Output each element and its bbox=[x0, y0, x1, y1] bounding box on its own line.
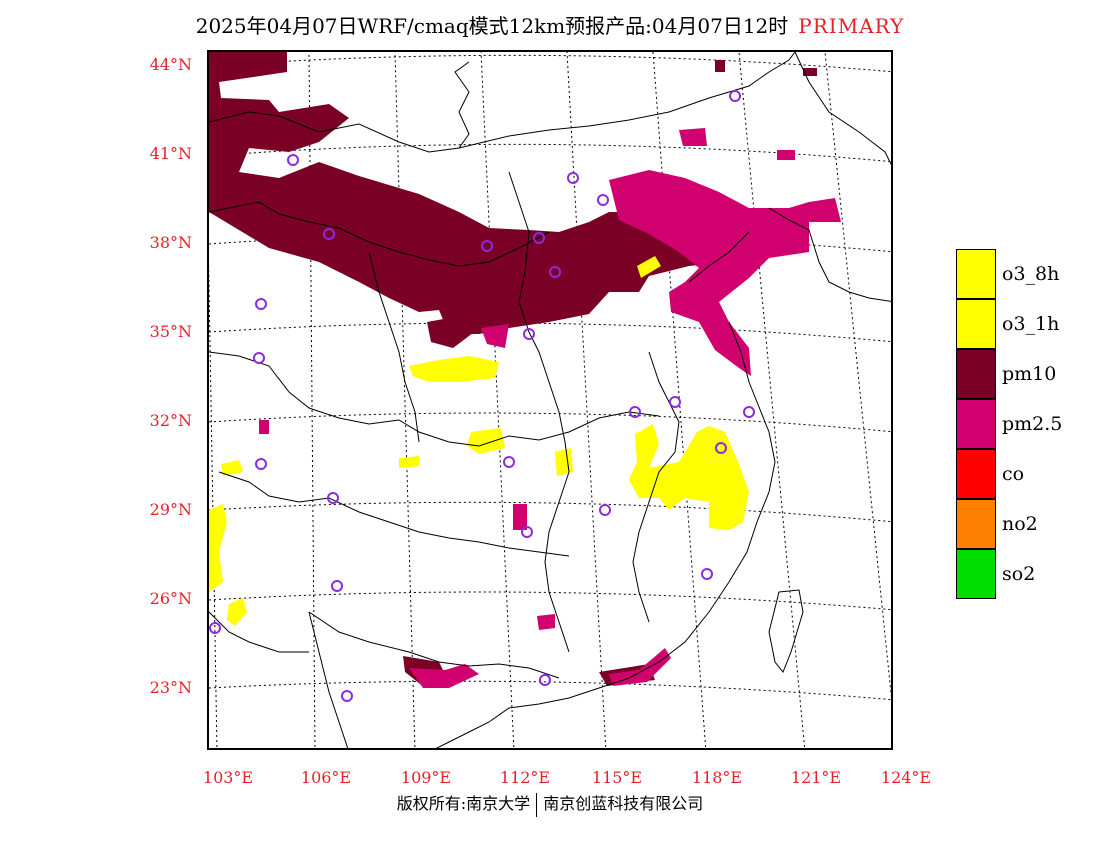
pm25-patch bbox=[679, 128, 707, 146]
legend-label: no2 bbox=[1002, 513, 1038, 535]
legend-swatch bbox=[956, 449, 996, 499]
o3-patch bbox=[399, 456, 419, 468]
legend-label: o3_1h bbox=[1002, 313, 1060, 335]
pm25-patch bbox=[259, 420, 269, 434]
lon-label: 118°E bbox=[691, 768, 743, 787]
lat-label: 29°N bbox=[149, 500, 192, 519]
lat-label: 23°N bbox=[149, 678, 192, 697]
legend-label: o3_8h bbox=[1002, 263, 1060, 285]
copyright-left: 版权所有:南京大学 bbox=[396, 794, 531, 813]
legend-swatch bbox=[956, 549, 996, 599]
o3-patch bbox=[221, 460, 243, 476]
boundaries bbox=[209, 52, 891, 748]
o3-patch bbox=[209, 504, 227, 592]
pm10-patch bbox=[715, 60, 725, 72]
lon-label: 106°E bbox=[300, 768, 352, 787]
legend-swatch bbox=[956, 299, 996, 349]
legend-label: pm10 bbox=[1002, 363, 1057, 385]
pm25-patch bbox=[513, 504, 527, 530]
lon-label: 121°E bbox=[790, 768, 842, 787]
pm25-patch bbox=[609, 648, 671, 686]
o3-region-east bbox=[629, 424, 749, 530]
map-frame bbox=[207, 50, 893, 750]
legend-swatch bbox=[956, 349, 996, 399]
legend-swatch bbox=[956, 499, 996, 549]
pm25-patch bbox=[409, 664, 479, 688]
title-text: 2025年04月07日WRF/cmaq模式12km预报产品:04月07日12时 bbox=[195, 14, 789, 38]
o3-patch bbox=[227, 598, 247, 626]
map-canvas bbox=[209, 52, 891, 748]
o3-patch bbox=[409, 356, 499, 382]
pm10-patch bbox=[803, 68, 817, 76]
o3-patch bbox=[467, 428, 505, 454]
legend-label: co bbox=[1002, 463, 1025, 485]
o3-patch bbox=[637, 256, 661, 278]
pm10-region-north bbox=[209, 52, 749, 334]
lat-label: 44°N bbox=[149, 55, 192, 74]
copyright-footer: 版权所有:南京大学 南京创蓝科技有限公司 bbox=[0, 790, 1100, 817]
copyright-right: 南京创蓝科技有限公司 bbox=[543, 794, 704, 813]
pm25-region-northeast bbox=[609, 170, 841, 376]
lon-label: 103°E bbox=[202, 768, 254, 787]
footer-separator bbox=[536, 792, 538, 817]
map-title: 2025年04月07日WRF/cmaq模式12km预报产品:04月07日12时 P… bbox=[0, 10, 1100, 39]
pm25-patch bbox=[481, 324, 509, 348]
station-markers bbox=[209, 90, 755, 702]
legend-label: pm2.5 bbox=[1002, 413, 1063, 435]
pm10-patch bbox=[427, 314, 477, 348]
primary-tag: PRIMARY bbox=[798, 14, 905, 38]
lon-label: 124°E bbox=[880, 768, 932, 787]
legend-swatch bbox=[956, 399, 996, 449]
lon-label: 115°E bbox=[591, 768, 643, 787]
lon-label: 109°E bbox=[400, 768, 452, 787]
lat-label: 41°N bbox=[149, 144, 192, 163]
lon-label: 112°E bbox=[499, 768, 551, 787]
lat-label: 26°N bbox=[149, 589, 192, 608]
pm25-patch bbox=[777, 150, 795, 160]
lat-label: 32°N bbox=[149, 411, 192, 430]
o3-patch bbox=[555, 448, 573, 476]
lat-label: 35°N bbox=[149, 322, 192, 341]
legend-label: so2 bbox=[1002, 563, 1036, 585]
pm25-patch bbox=[537, 614, 555, 630]
lat-label: 38°N bbox=[149, 233, 192, 252]
legend-swatch bbox=[956, 249, 996, 299]
